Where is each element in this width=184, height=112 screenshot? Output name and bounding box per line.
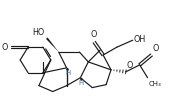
Text: OH: OH — [134, 35, 146, 44]
Text: O: O — [2, 43, 8, 52]
Text: CH₃: CH₃ — [148, 81, 161, 87]
Text: O: O — [153, 44, 159, 53]
Text: H: H — [65, 70, 70, 76]
Text: O: O — [90, 30, 96, 39]
Text: O: O — [126, 61, 133, 70]
Polygon shape — [46, 38, 59, 52]
Text: H: H — [79, 80, 84, 86]
Text: HO: HO — [33, 28, 45, 37]
